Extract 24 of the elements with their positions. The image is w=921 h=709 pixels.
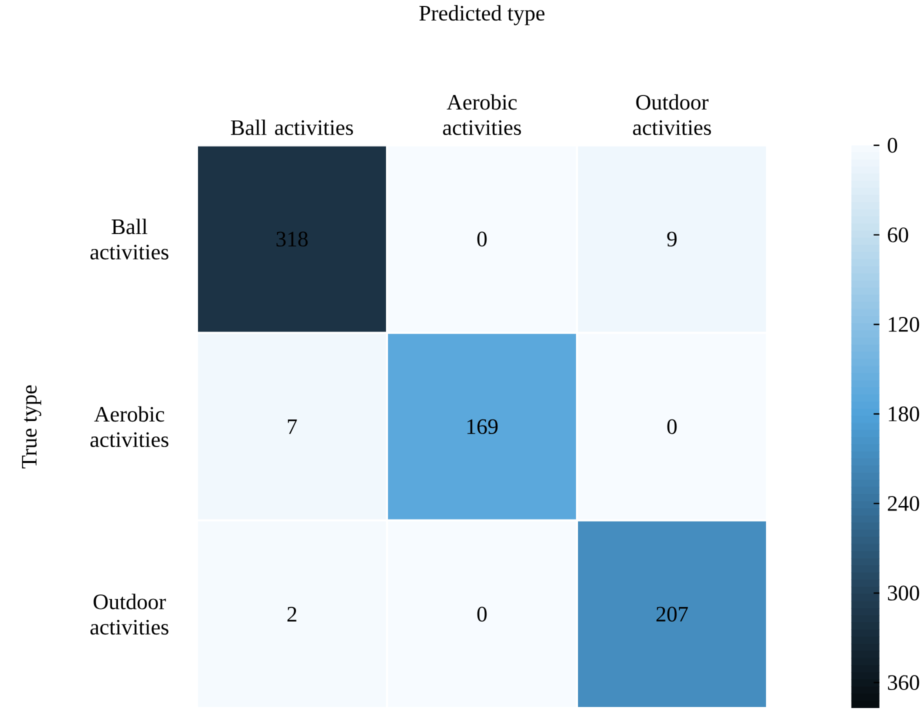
y-axis-title: True type (22, 385, 42, 468)
data-label: 0 (477, 232, 487, 247)
data-label: 9 (667, 232, 677, 246)
color-bar-label: 300 (888, 586, 920, 600)
data-label: 0 (667, 419, 677, 434)
data-label: 2 (287, 606, 296, 622)
color-bar-label: 0 (888, 138, 898, 153)
data-label: 7 (288, 419, 297, 434)
data-label: 0 (477, 606, 487, 622)
x-tick-label: Aerobic activities (443, 94, 521, 136)
data-label: 169 (467, 419, 498, 434)
color-bar-label: 360 (888, 675, 920, 690)
data-label: 207 (656, 606, 688, 622)
y-tick-label: Aerobic activities (90, 406, 168, 448)
color-bar-label: 60 (888, 227, 908, 242)
data-label: 318 (276, 232, 308, 247)
x-tick-label: Outdoor activities (633, 94, 711, 136)
chart-title: Predicted type (419, 5, 544, 26)
color-bar-label: 120 (888, 316, 920, 332)
color-bar-label: 240 (888, 496, 920, 511)
y-tick-label: Outdoor activities (90, 594, 168, 635)
y-tick-label: Ball activities (90, 218, 168, 260)
color-bar-label: 180 (888, 406, 920, 422)
x-tick-label: Ball activities (230, 120, 353, 136)
